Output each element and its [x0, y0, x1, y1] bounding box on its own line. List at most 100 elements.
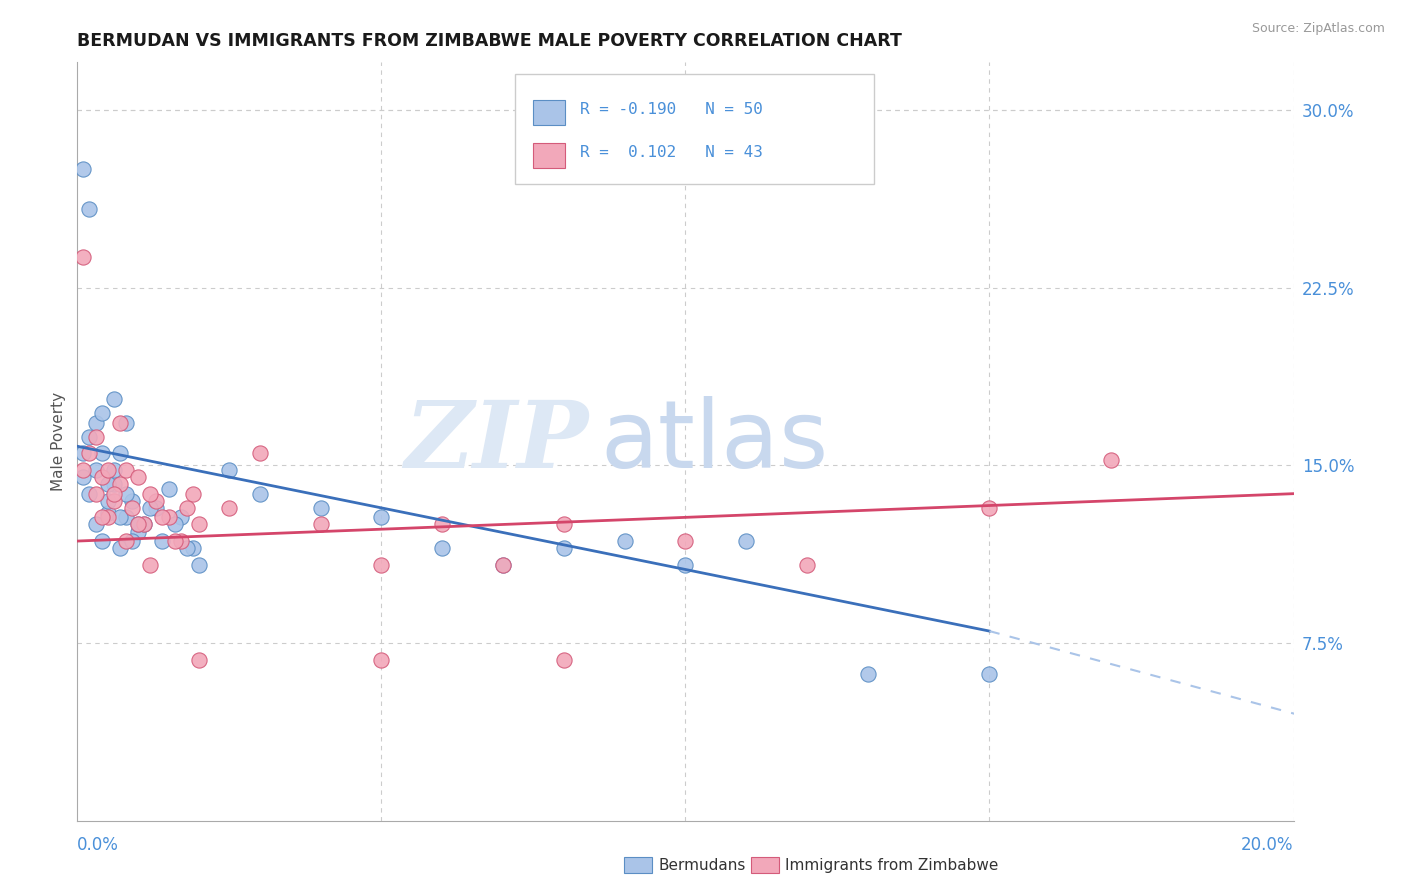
Point [181, 541, 204, 556]
Point [218, 500, 240, 515]
Text: Source: ZipAtlas.com: Source: ZipAtlas.com [1251, 22, 1385, 36]
Point [90, 406, 112, 420]
Point [115, 416, 138, 430]
Text: atlas: atlas [600, 395, 828, 488]
Point [1099, 453, 1122, 467]
Point [979, 500, 1001, 515]
Point [675, 534, 697, 549]
Point [152, 534, 174, 549]
Text: Immigrants from Zimbabwe: Immigrants from Zimbabwe [785, 858, 998, 872]
Point [103, 477, 125, 491]
Point [79, 446, 101, 460]
Text: 0.0%: 0.0% [77, 836, 120, 854]
FancyBboxPatch shape [515, 74, 875, 184]
Point [103, 486, 125, 500]
Point [139, 558, 162, 572]
Point [675, 558, 697, 572]
Point [370, 558, 392, 572]
Point [84, 416, 107, 430]
Point [430, 517, 453, 532]
Point [90, 510, 112, 524]
Point [115, 463, 138, 477]
Point [492, 558, 515, 572]
Point [108, 477, 131, 491]
Point [103, 392, 125, 406]
Point [72, 250, 94, 264]
Point [145, 493, 167, 508]
Point [370, 652, 392, 666]
Y-axis label: Male Poverty: Male Poverty [51, 392, 66, 491]
Point [90, 446, 112, 460]
Point [309, 517, 332, 532]
Point [79, 202, 101, 217]
Point [163, 517, 186, 532]
Point [84, 463, 107, 477]
Point [79, 430, 101, 444]
Point [103, 463, 125, 477]
Point [735, 534, 758, 549]
Point [430, 541, 453, 556]
Point [553, 652, 575, 666]
Text: R =  0.102   N = 43: R = 0.102 N = 43 [579, 145, 762, 161]
Point [176, 541, 198, 556]
Point [139, 486, 162, 500]
Point [170, 510, 193, 524]
Point [115, 486, 138, 500]
Point [249, 486, 271, 500]
Point [97, 506, 120, 520]
Point [72, 470, 94, 484]
Point [163, 534, 186, 549]
Point [157, 510, 180, 524]
Point [127, 517, 149, 532]
Point [84, 517, 107, 532]
Point [613, 534, 636, 549]
Point [249, 446, 271, 460]
Point [152, 510, 174, 524]
Point [84, 430, 107, 444]
Point [103, 493, 125, 508]
Point [115, 510, 138, 524]
Point [108, 541, 131, 556]
Point [188, 558, 211, 572]
Text: BERMUDAN VS IMMIGRANTS FROM ZIMBABWE MALE POVERTY CORRELATION CHART: BERMUDAN VS IMMIGRANTS FROM ZIMBABWE MAL… [77, 32, 903, 50]
Point [121, 493, 143, 508]
Point [856, 666, 879, 681]
Point [188, 517, 211, 532]
Text: R = -0.190   N = 50: R = -0.190 N = 50 [579, 102, 762, 117]
Point [492, 558, 515, 572]
Point [108, 510, 131, 524]
Point [170, 534, 193, 549]
Point [139, 500, 162, 515]
Point [121, 534, 143, 549]
Text: ZIP: ZIP [404, 397, 588, 486]
Point [176, 500, 198, 515]
Point [97, 510, 120, 524]
Point [127, 470, 149, 484]
Point [979, 666, 1001, 681]
FancyBboxPatch shape [533, 143, 565, 168]
Point [134, 517, 156, 532]
Point [145, 500, 167, 515]
Point [134, 517, 156, 532]
Text: 20.0%: 20.0% [1241, 836, 1294, 854]
Point [181, 486, 204, 500]
Point [370, 510, 392, 524]
Text: Bermudans: Bermudans [658, 858, 745, 872]
Point [72, 162, 94, 177]
Point [115, 534, 138, 549]
Point [72, 446, 94, 460]
Point [108, 446, 131, 460]
Point [309, 500, 332, 515]
Point [157, 482, 180, 496]
Point [121, 500, 143, 515]
Point [97, 477, 120, 491]
Point [218, 463, 240, 477]
Point [553, 517, 575, 532]
Point [127, 524, 149, 539]
Point [90, 470, 112, 484]
Point [97, 463, 120, 477]
Point [90, 534, 112, 549]
Point [84, 486, 107, 500]
Point [127, 517, 149, 532]
FancyBboxPatch shape [533, 100, 565, 125]
